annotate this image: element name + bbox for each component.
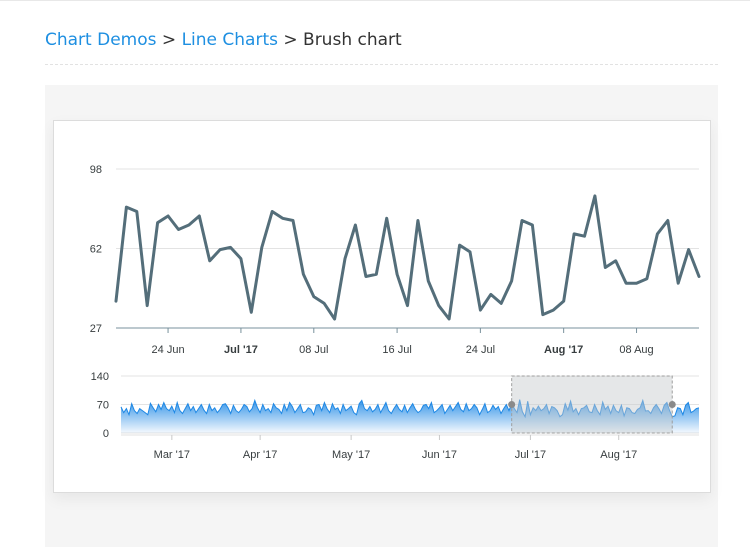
y-axis-tick-label: 98 [90,164,102,176]
series-line [120,398,700,419]
breadcrumb-separator: > [161,30,177,50]
x-axis-tick-label: May '17 [332,449,370,461]
breadcrumb-separator: > [283,30,298,50]
brush-chart-svg[interactable]: 98 62 27 24 Jun Jul '17 08 Jul 16 Jul 24 Jul Aug… [54,121,710,492]
breadcrumb-current-page: Brush chart [303,30,402,50]
breadcrumb-link-chart-demos[interactable]: Chart Demos [45,30,157,50]
main-line-chart: 98 62 27 24 Jun Jul '17 08 Jul 16 Jul 24 Jul Aug… [90,164,701,356]
y-axis-tick-label: 140 [91,371,109,383]
breadcrumb: Chart Demos > Line Charts > Brush chart [45,30,402,50]
x-axis-tick-label: Jun '17 [422,449,457,461]
x-axis-tick-label: 08 Aug [619,344,653,356]
x-axis-tick-label: Mar '17 [154,449,190,461]
chart-card: 98 62 27 24 Jun Jul '17 08 Jul 16 Jul 24 Jul Aug… [53,120,711,493]
brush-area-chart: 140 70 0 Mar '17 Apr '17 May '17 Jun '17 Jul '1… [91,371,700,461]
breadcrumb-link-line-charts[interactable]: Line Charts [181,30,278,50]
brush-handle-right[interactable] [668,401,676,408]
brush-selection[interactable] [511,375,673,434]
series-line [114,194,701,321]
x-axis-tick-label: 24 Jul [466,344,495,356]
x-axis-tick-label: Apr '17 [243,449,278,461]
x-axis-tick-label: 08 Jul [299,344,328,356]
y-axis-tick-label: 0 [103,428,109,440]
brush-handle-left[interactable] [508,401,516,408]
x-axis-tick-label: Aug '17 [600,449,637,461]
x-axis-tick-label: Jul '17 [515,449,546,461]
header-divider [45,64,718,65]
y-axis-tick-label: 27 [90,323,102,335]
x-axis-tick-label: 24 Jun [152,344,185,356]
y-axis-tick-label: 70 [97,400,109,412]
x-axis-tick-label: Aug '17 [544,344,583,356]
x-axis-tick-label: Jul '17 [224,344,258,356]
y-axis-tick-label: 62 [90,244,102,256]
top-border [0,0,750,1]
x-axis-tick-label: 16 Jul [382,344,411,356]
